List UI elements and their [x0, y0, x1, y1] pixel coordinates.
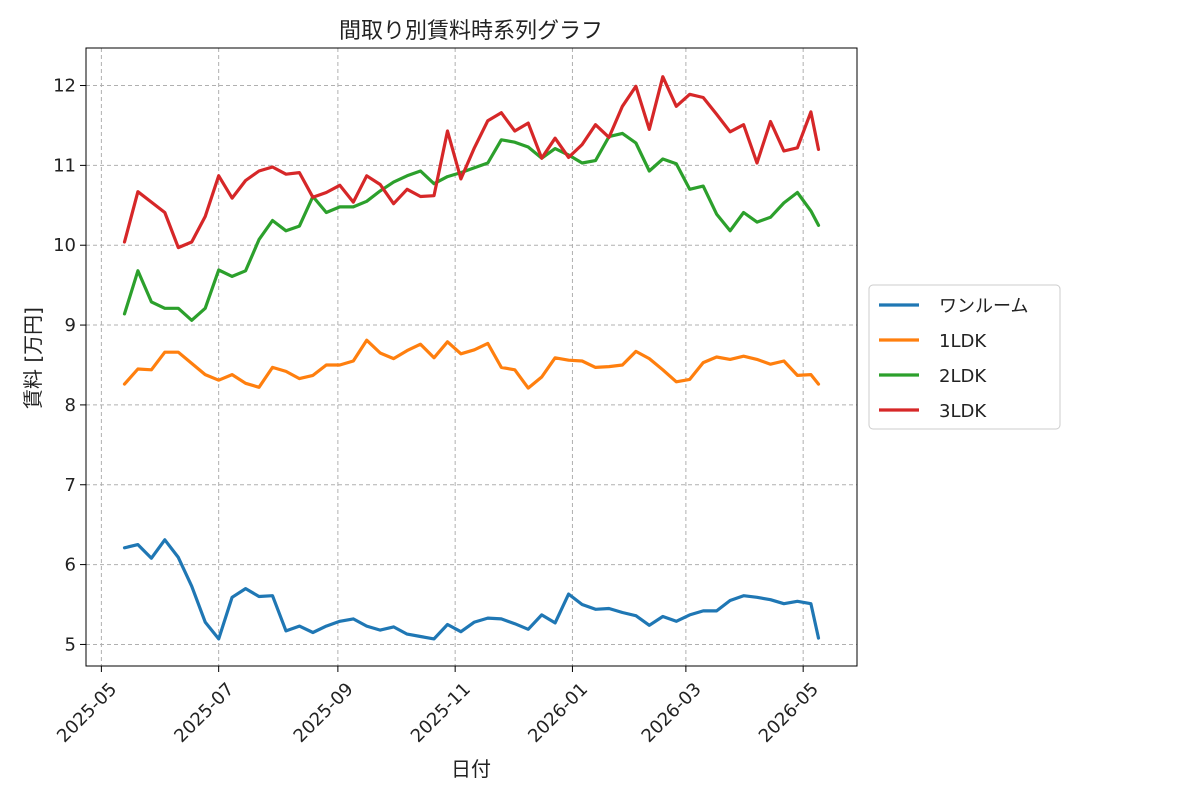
grid-lines: [86, 48, 857, 666]
legend-label: ワンルーム: [939, 296, 1028, 317]
series-lines: [122, 75, 821, 641]
chart-title: 間取り別賃料時系列グラフ: [339, 19, 603, 44]
y-axis: 5 6 7 8 9 10 11 12: [53, 76, 86, 655]
series-line-1: [122, 338, 821, 390]
x-axis-label: 日付: [451, 757, 491, 781]
series-line-0: [122, 538, 821, 641]
y-axis-label: 賃料 [万円]: [21, 307, 45, 409]
y-tick-label: 8: [65, 395, 76, 416]
legend-label: 3LDK: [939, 401, 987, 422]
y-tick-label: 6: [65, 555, 76, 576]
y-tick-label: 9: [65, 315, 76, 336]
series-line-2: [122, 131, 821, 322]
legend: ワンルーム 1LDK 2LDK 3LDK: [868, 284, 1061, 430]
y-tick-label: 10: [53, 235, 76, 256]
y-tick-label: 12: [53, 76, 76, 97]
legend-label: 1LDK: [939, 331, 987, 352]
y-tick-label: 11: [53, 155, 76, 176]
y-tick-label: 5: [65, 634, 76, 655]
legend-label: 2LDK: [939, 366, 987, 387]
plot-area-frame: [85, 47, 858, 667]
y-tick-label: 7: [65, 475, 76, 496]
legend-box: [868, 284, 1061, 430]
series-line-3: [122, 75, 821, 250]
